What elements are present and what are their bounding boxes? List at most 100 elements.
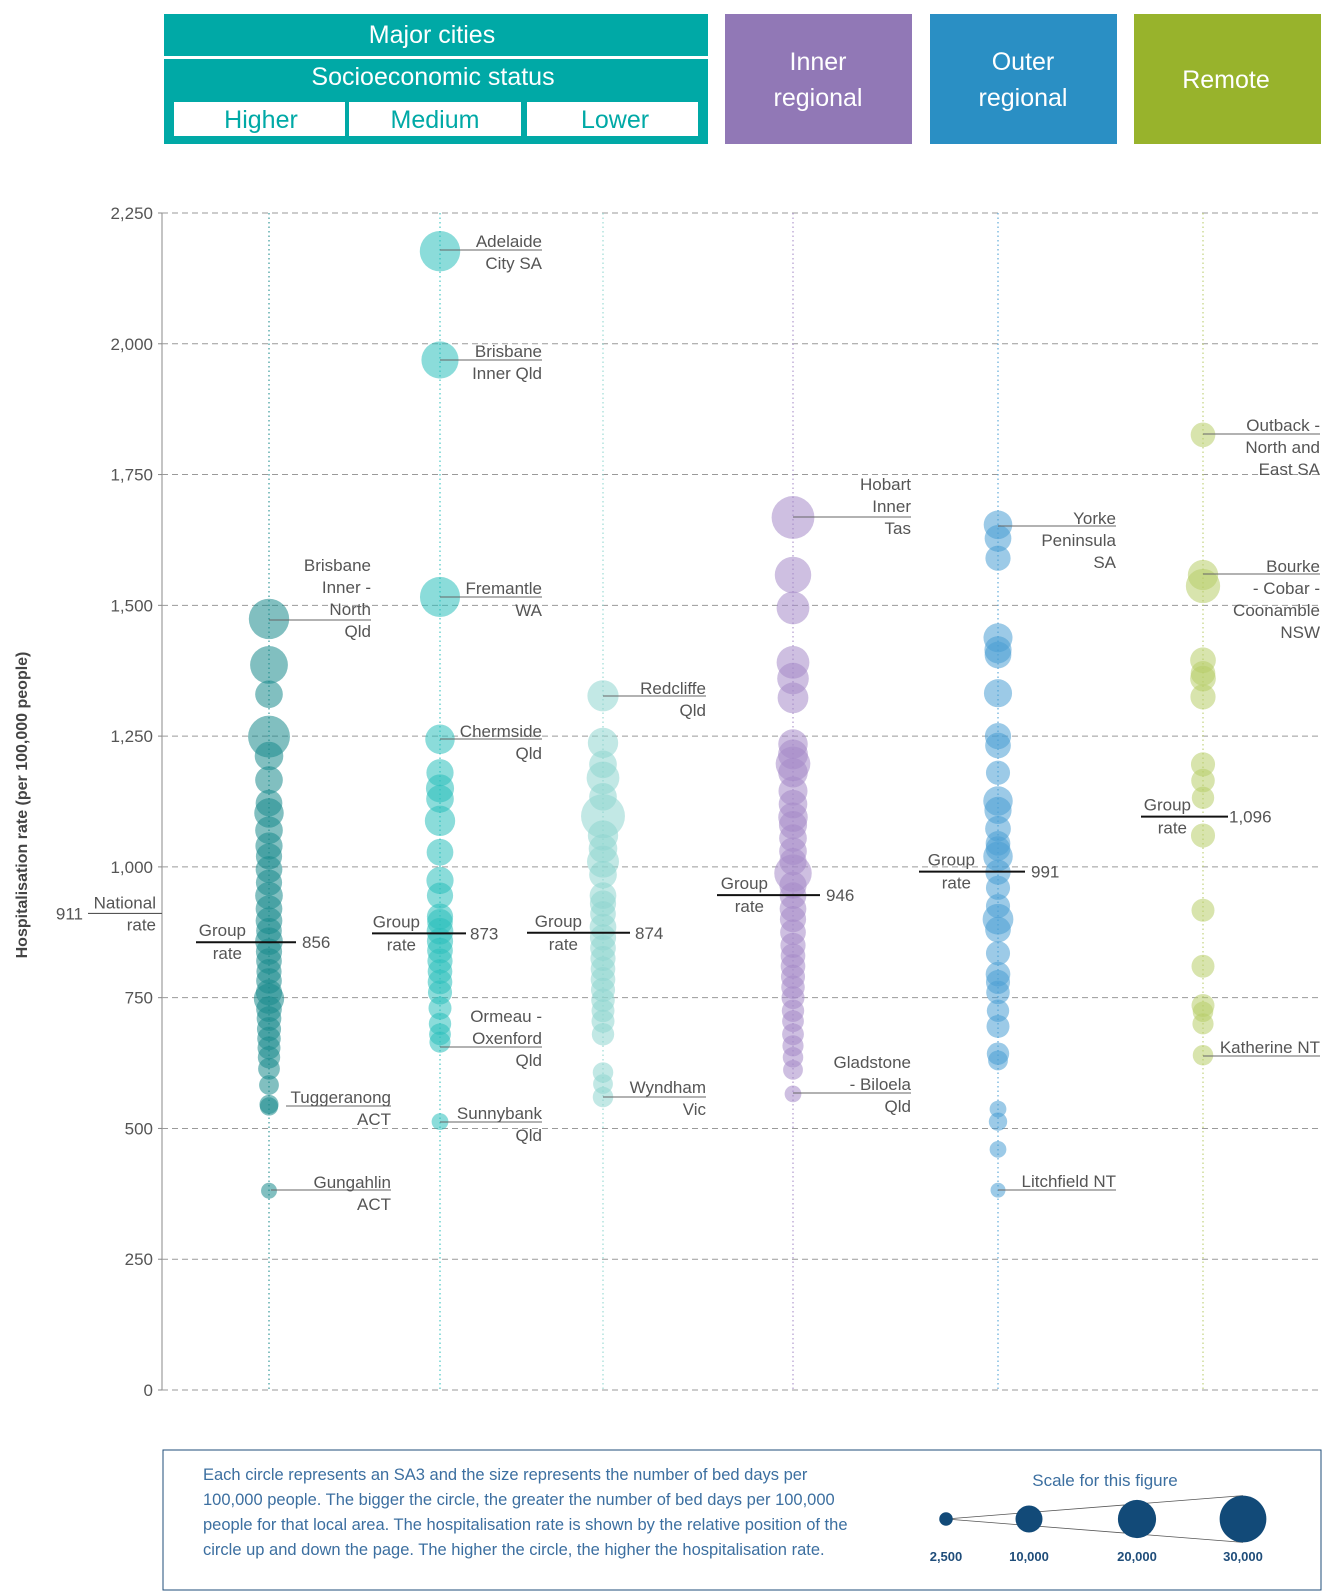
medium-circle-10 — [426, 882, 454, 909]
tick-label-9: 2,250 — [110, 204, 153, 223]
higher-circle-1 — [250, 646, 288, 684]
higher-label: Higher — [224, 106, 298, 134]
remote-group-rate-label-2: rate — [1158, 819, 1187, 838]
inner-circle-35 — [784, 1085, 802, 1103]
remote-circle-6 — [1190, 684, 1216, 710]
remote-callout-text-0-1: North and — [1245, 438, 1320, 457]
inner-circle-34 — [783, 1059, 803, 1080]
legend-line-3: people for that local area. The hospital… — [203, 1516, 848, 1534]
y-ticks: 0 250 500 750 1,000 1,250 1,500 1,750 2,000 2,250 — [110, 204, 162, 1400]
medium-callout-text-3-0: Chermside — [460, 722, 542, 741]
lower-label: Lower — [581, 106, 649, 134]
remote-callout-text-1-3: NSW — [1280, 623, 1320, 642]
national-rate-label-2: rate — [127, 915, 156, 934]
higher-callout-text-0-1: Inner - — [322, 578, 371, 597]
medium-callout-text-2-1: WA — [515, 601, 542, 620]
remote-callout-text-0-2: East SA — [1259, 460, 1321, 479]
higher-group-rate-value: 856 — [302, 933, 330, 952]
inner-circle-5 — [777, 682, 809, 714]
medium-circle-6 — [426, 785, 454, 813]
remote-circle-15 — [1192, 1013, 1214, 1035]
inner-circle-2 — [776, 591, 810, 625]
lower-circle-23 — [591, 1023, 615, 1046]
medium-callout-text-5-1: Qld — [516, 1126, 542, 1145]
remote-circle-8 — [1191, 768, 1215, 793]
outer-circle-6 — [983, 679, 1013, 708]
inner-group-rate-value: 946 — [826, 886, 854, 905]
outer-callout-text-0-1: Peninsula — [1041, 531, 1116, 550]
medium-callout-text-5-0: Sunnybank — [457, 1104, 543, 1123]
higher-circle-4 — [254, 741, 284, 771]
higher-circle-34 — [261, 1182, 277, 1199]
lower-callout-text-0-1: Qld — [680, 701, 706, 720]
higher-callout-text-2-0: Gungahlin — [313, 1173, 391, 1192]
lower-group-rate-label-2: rate — [549, 935, 578, 954]
remote-label: Remote — [1182, 66, 1270, 94]
inner-regional-label-1: Inner — [790, 48, 847, 76]
outer-circle-26 — [986, 1014, 1010, 1038]
outer-callout-text-1-0: Litchfield NT — [1022, 1172, 1116, 1191]
medium-callout-text-0-0: Adelaide — [476, 232, 542, 251]
lower-group-rate-value: 874 — [635, 924, 663, 943]
higher-callout-text-1-1: ACT — [357, 1110, 391, 1129]
y-axis-title: Hospitalisation rate (per 100,000 people… — [14, 652, 31, 959]
scale-circle-2 — [1117, 1499, 1157, 1539]
medium-circle-23 — [429, 1031, 451, 1053]
outer-group-rate-label-2: rate — [942, 874, 971, 893]
tick-label-1: 250 — [125, 1250, 153, 1269]
higher-circle-0 — [248, 598, 290, 640]
remote-circle-12 — [1191, 954, 1215, 978]
medium-callout-text-1-1: Inner Qld — [472, 364, 542, 383]
medium-group-rate-label-2: rate — [387, 935, 416, 954]
legend-line-1: Each circle represents an SA3 and the si… — [203, 1466, 808, 1484]
lower-callout-text-0-0: Redcliffe — [640, 679, 706, 698]
medium-callout-text-2-0: Fremantle — [465, 579, 542, 598]
medium-label: Medium — [391, 106, 480, 134]
lower-group-rate-label-1: Group — [535, 912, 582, 931]
outer-circle-20 — [985, 916, 1011, 943]
remote-circle-5 — [1190, 665, 1216, 692]
remote-circle-10 — [1190, 823, 1216, 848]
lower-circle-1 — [587, 727, 619, 759]
higher-circle-33 — [259, 1097, 279, 1116]
remote-group-rate-value: 1,096 — [1229, 808, 1272, 827]
scale-title: Scale for this figure — [1032, 1471, 1178, 1490]
scale-label-2: 20,000 — [1117, 1549, 1157, 1564]
higher-callout-text-1-0: Tuggeranong — [290, 1088, 391, 1107]
outer-group-rate-value: 991 — [1031, 863, 1059, 882]
medium-group-rate-label-1: Group — [373, 912, 420, 931]
remote-circle-11 — [1191, 898, 1215, 922]
outer-circle-29 — [989, 1100, 1007, 1118]
remote-box — [1134, 14, 1321, 144]
inner-regional-label-2: regional — [774, 84, 863, 112]
outer-circle-1 — [984, 525, 1012, 552]
lower-circle-9 — [589, 860, 617, 889]
outer-circle-25 — [986, 999, 1010, 1022]
scale-cone-top — [945, 1495, 1244, 1520]
remote-circle-2 — [1185, 568, 1221, 604]
tick-label-7: 1,750 — [110, 466, 153, 485]
tick-label-0: 0 — [144, 1381, 153, 1400]
higher-circle-2 — [255, 680, 283, 709]
medium-circle-7 — [424, 805, 456, 837]
remote-callout-text-2-0: Katherine NT — [1220, 1038, 1320, 1057]
higher-callout-text-0-2: North — [329, 600, 371, 619]
major-cities-label: Major cities — [369, 21, 495, 49]
remote-group-rate-label-1: Group — [1144, 796, 1191, 815]
higher-circle-30 — [258, 1057, 280, 1080]
legend-line-4: circle up and down the page. The higher … — [203, 1541, 825, 1559]
medium-box — [349, 102, 521, 136]
higher-group-rate-label-1: Group — [199, 921, 246, 940]
national-rate-label-1: National — [94, 893, 156, 912]
medium-callout-text-1-0: Brisbane — [475, 342, 542, 361]
outer-circle-17 — [985, 875, 1011, 900]
inner-callout-text-0-0: Hobart — [860, 475, 911, 494]
inner-callout-text-0-1: Inner — [872, 497, 911, 516]
higher-callout-text-2-1: ACT — [357, 1195, 391, 1214]
scale-circle-3 — [1219, 1495, 1267, 1543]
callout-labels: Brisbane Inner - North Qld Tuggeranong ACT Gun… — [269, 232, 1321, 1214]
national-rate-value: 911 — [56, 904, 83, 923]
outer-circle-24 — [986, 980, 1010, 1005]
outer-circle-9 — [985, 760, 1011, 785]
outer-circle-5 — [984, 641, 1012, 669]
